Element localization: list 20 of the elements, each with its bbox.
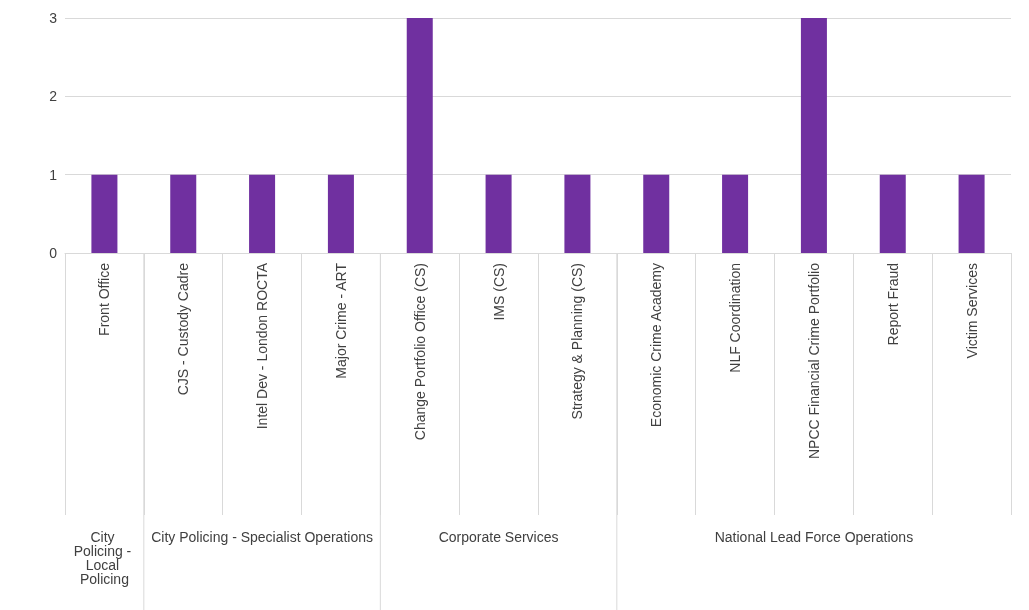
x-tick-label: Victim Services: [963, 263, 980, 359]
x-tick-label: Major Crime - ART: [332, 262, 349, 379]
x-tick-label: Front Office: [96, 262, 113, 336]
x-tick-label: CJS - Custody Cadre: [175, 262, 192, 396]
text: City Policing - Local Policing: [73, 529, 136, 587]
x-tick-label: Change Portfolio Office (CS): [411, 263, 428, 441]
x-tick-label: Intel Dev - London ROCTA: [254, 262, 271, 430]
x-tick-label: NLF Coordination: [727, 263, 744, 373]
y-tick-label: 3: [49, 10, 58, 26]
x-tick-label: NPCC Financial Crime Portfolio: [805, 262, 822, 460]
x-tick-label: IMS (CS): [490, 263, 507, 321]
text: National Lead Force Operations: [714, 529, 914, 545]
text: Corporate Services: [438, 529, 559, 545]
y-tick-label: 2: [49, 88, 58, 105]
x-tick-label: Economic Crime Academy: [648, 263, 665, 428]
x-tick-label: Strategy & Planning (CS): [569, 263, 586, 420]
x-tick-label: Report Fraud: [884, 263, 901, 346]
y-tick-label: 0: [49, 245, 58, 261]
y-tick-label: 1: [49, 166, 58, 183]
text: City Policing - Specialist Operations: [151, 529, 373, 545]
